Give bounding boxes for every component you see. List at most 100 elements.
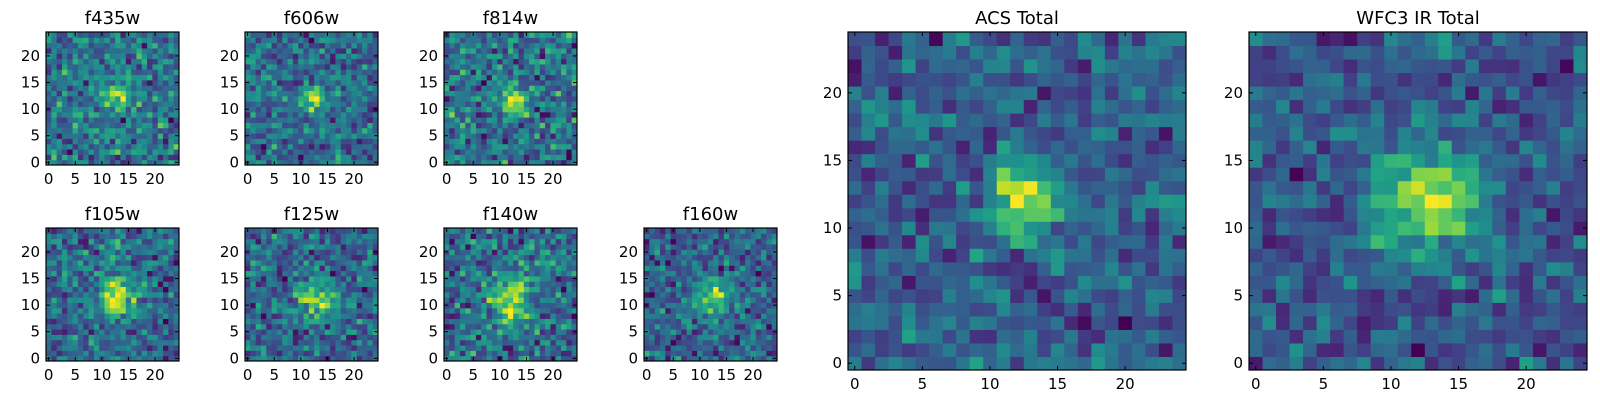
heatmap-cell (104, 69, 111, 76)
heatmap-cell (292, 63, 299, 70)
heatmap-cell (707, 238, 714, 245)
heatmap-cell (555, 286, 562, 293)
heatmap-cell (335, 323, 342, 330)
heatmap-cell (319, 63, 326, 70)
heatmap-cell (555, 297, 562, 303)
heatmap-cell (1037, 261, 1052, 276)
heatmap-cell (109, 133, 116, 139)
heatmap-cell (260, 53, 267, 60)
heatmap-cell (88, 318, 95, 325)
heatmap-cell (729, 254, 735, 261)
heatmap-cell (356, 339, 363, 346)
heatmap-cell (513, 350, 519, 357)
heatmap-cell (1172, 329, 1187, 344)
heatmap-cell (681, 254, 688, 261)
heatmap-cell (56, 355, 63, 362)
heatmap-cell (319, 101, 326, 107)
heatmap-cell (497, 334, 504, 341)
heatmap-cell (163, 265, 169, 272)
heatmap-cell (502, 47, 509, 54)
heatmap-cell (245, 101, 251, 107)
heatmap-cell (141, 323, 148, 330)
heatmap-cell (481, 345, 488, 351)
heatmap-cell (454, 329, 461, 335)
heatmap-cell (330, 259, 336, 266)
heatmap-cell (681, 302, 688, 309)
heatmap-cell (157, 228, 164, 234)
heatmap-cell (449, 154, 456, 161)
heatmap-cell (131, 47, 137, 54)
heatmap-cell (250, 249, 257, 256)
heatmap-cell (340, 138, 347, 145)
heatmap-cell (141, 63, 148, 70)
heatmap-cell (93, 138, 100, 145)
heatmap-cell (147, 85, 153, 92)
heatmap-cell (702, 265, 709, 272)
heatmap-cell (276, 138, 283, 145)
heatmap-cell (454, 318, 461, 325)
heatmap-cell (141, 32, 148, 38)
heatmap-cell (1077, 194, 1092, 209)
heatmap-cell (454, 254, 461, 261)
heatmap-cell (915, 261, 930, 276)
heatmap-cell (255, 265, 262, 272)
heatmap-cell (969, 248, 984, 263)
heatmap-cell (459, 58, 466, 65)
heatmap-cell (470, 281, 477, 288)
heatmap-cell (497, 318, 504, 325)
heatmap-cell (330, 95, 336, 102)
axes-frame (443, 31, 578, 166)
heatmap-cell (691, 259, 698, 266)
heatmap-cell (287, 154, 294, 161)
heatmap-cell (163, 233, 169, 240)
heatmap-cell (739, 238, 746, 245)
heatmap-cell (502, 243, 509, 250)
heatmap-cell (271, 297, 278, 303)
heatmap-cell (507, 95, 514, 102)
heatmap-cell (497, 138, 504, 145)
heatmap-cell (444, 101, 450, 107)
heatmap-cell (282, 275, 289, 282)
heatmap-cell (534, 329, 541, 335)
heatmap-cell (571, 243, 578, 250)
heatmap-cell (115, 254, 121, 261)
heatmap-cell (83, 313, 90, 319)
heatmap-cell (141, 117, 148, 123)
heatmap-cell (88, 355, 95, 362)
heatmap-cell (340, 117, 347, 123)
heatmap-cell (157, 143, 164, 150)
heatmap-cell (72, 297, 79, 303)
heatmap-cell (729, 286, 735, 293)
heatmap-cell (356, 90, 363, 97)
heatmap-cell (77, 37, 84, 44)
heatmap-cell (888, 329, 903, 344)
heatmap-cell (1118, 248, 1133, 263)
heatmap-cell (470, 47, 477, 54)
heatmap-cell (131, 143, 137, 150)
heatmap-cell (72, 143, 79, 150)
heatmap-cell (271, 238, 278, 245)
heatmap-cell (115, 275, 121, 282)
heatmap-cell (555, 313, 562, 319)
heatmap-cell (497, 63, 504, 70)
heatmap-cell (481, 127, 488, 134)
heatmap-cell (131, 133, 137, 139)
heatmap-cell (566, 302, 573, 309)
heatmap-cell (1064, 315, 1079, 330)
heatmap-cell (104, 42, 111, 49)
heatmap-cell (141, 101, 148, 107)
heatmap-cell (152, 265, 159, 272)
heatmap-cell (266, 318, 273, 325)
heatmap-cell (67, 339, 74, 346)
heatmap-cell (51, 254, 58, 261)
heatmap-cell (245, 318, 251, 325)
heatmap-cell (481, 101, 488, 107)
heatmap-cell (513, 127, 519, 134)
heatmap-cell (255, 138, 262, 145)
heatmap-cell (956, 207, 971, 222)
heatmap-cell (539, 143, 546, 150)
heatmap-cell (46, 63, 52, 70)
heatmap-cell (718, 318, 725, 325)
heatmap-cell (131, 32, 137, 38)
heatmap-cell (157, 307, 164, 314)
